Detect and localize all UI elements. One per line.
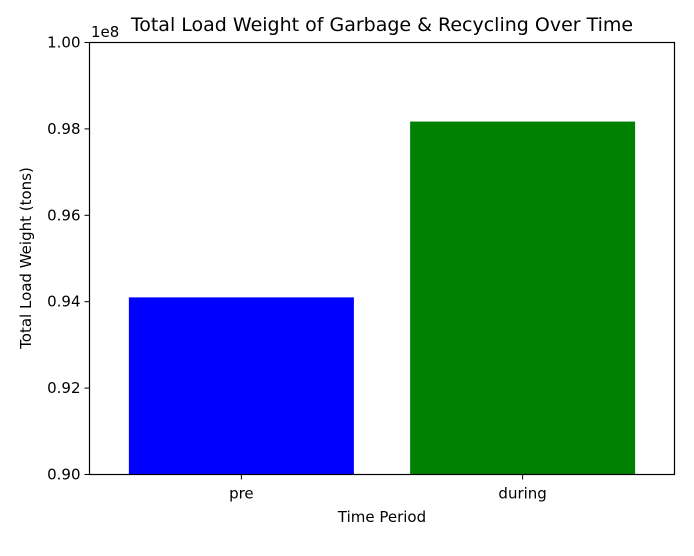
y-tick-label: 1.00 xyxy=(47,34,80,52)
x-axis-label: Time Period xyxy=(337,508,426,526)
y-tick-label: 0.90 xyxy=(47,466,80,484)
y-tick-label: 0.94 xyxy=(47,293,80,311)
x-tick-label-during: during xyxy=(498,485,546,503)
y-axis: 0.90 0.92 0.94 0.96 0.98 1.00 xyxy=(47,34,90,484)
plot-frame xyxy=(88,41,676,476)
y-tick-label: 0.92 xyxy=(47,379,80,397)
axis-offset-label: 1e8 xyxy=(91,23,119,41)
bar-during xyxy=(410,121,636,475)
y-tick-label: 0.98 xyxy=(47,120,80,138)
bar-pre xyxy=(128,297,354,475)
y-tick-label: 0.96 xyxy=(47,206,80,224)
x-axis: pre during xyxy=(229,474,547,503)
y-axis-label: Total Load Weight (tons) xyxy=(17,167,35,350)
chart-title: Total Load Weight of Garbage & Recycling… xyxy=(130,14,633,36)
x-tick-label-pre: pre xyxy=(229,485,254,503)
bars-layer xyxy=(128,121,636,475)
